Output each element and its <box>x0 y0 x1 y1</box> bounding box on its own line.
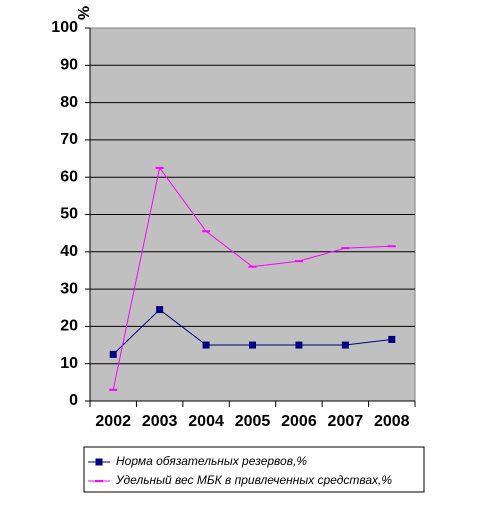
y-tick-label: 0 <box>69 392 78 409</box>
data-point <box>249 341 256 349</box>
x-tick-label: 2005 <box>235 413 271 430</box>
y-tick-label: 90 <box>60 57 78 74</box>
y-tick-label: 60 <box>60 168 78 185</box>
y-tick-label: 20 <box>60 318 78 335</box>
legend-label: Норма обязательных резервов,% <box>116 454 307 468</box>
x-tick-label: 2006 <box>281 413 317 430</box>
y-tick-label: 40 <box>60 243 78 260</box>
series-1 <box>109 306 396 358</box>
x-tick-label: 2002 <box>95 413 131 430</box>
legend-label: Удельный вес МБК в привлеченных средства… <box>115 473 392 487</box>
x-tick-label: 2007 <box>328 413 364 430</box>
y-axis-unit-label: % <box>74 6 91 20</box>
data-point <box>341 341 349 349</box>
series-2 <box>109 166 396 391</box>
legend-entry: Удельный вес МБК в привлеченных средства… <box>88 473 392 487</box>
gridlines <box>90 64 415 365</box>
x-tick-label: 2008 <box>374 413 410 430</box>
data-point <box>156 306 164 314</box>
legend-marker <box>95 458 103 466</box>
legend-items: Норма обязательных резервов,% Удельный ве… <box>88 454 392 487</box>
data-point <box>388 335 396 343</box>
y-tick-label: 10 <box>60 355 78 372</box>
tick-labels: 0 10 20 30 40 50 60 70 80 90 100 2002 2003 2004 2005 20… <box>51 19 409 430</box>
y-tick-label: 80 <box>60 94 78 111</box>
legend-entry: Норма обязательных резервов,% <box>88 454 307 468</box>
data-point <box>109 350 117 358</box>
y-tick-label: 30 <box>60 280 78 297</box>
x-tick-label: 2004 <box>188 413 224 430</box>
data-point <box>295 341 303 349</box>
axes <box>85 27 416 407</box>
series <box>109 166 396 391</box>
x-tick-label: 2003 <box>142 413 178 430</box>
data-point <box>202 341 210 349</box>
y-tick-label: 100 <box>51 19 78 36</box>
y-tick-label: 70 <box>60 131 78 148</box>
y-tick-label: 50 <box>60 206 78 223</box>
legend: Норма обязательных резервов,% Удельный ве… <box>83 446 425 493</box>
legend-box <box>83 446 425 493</box>
